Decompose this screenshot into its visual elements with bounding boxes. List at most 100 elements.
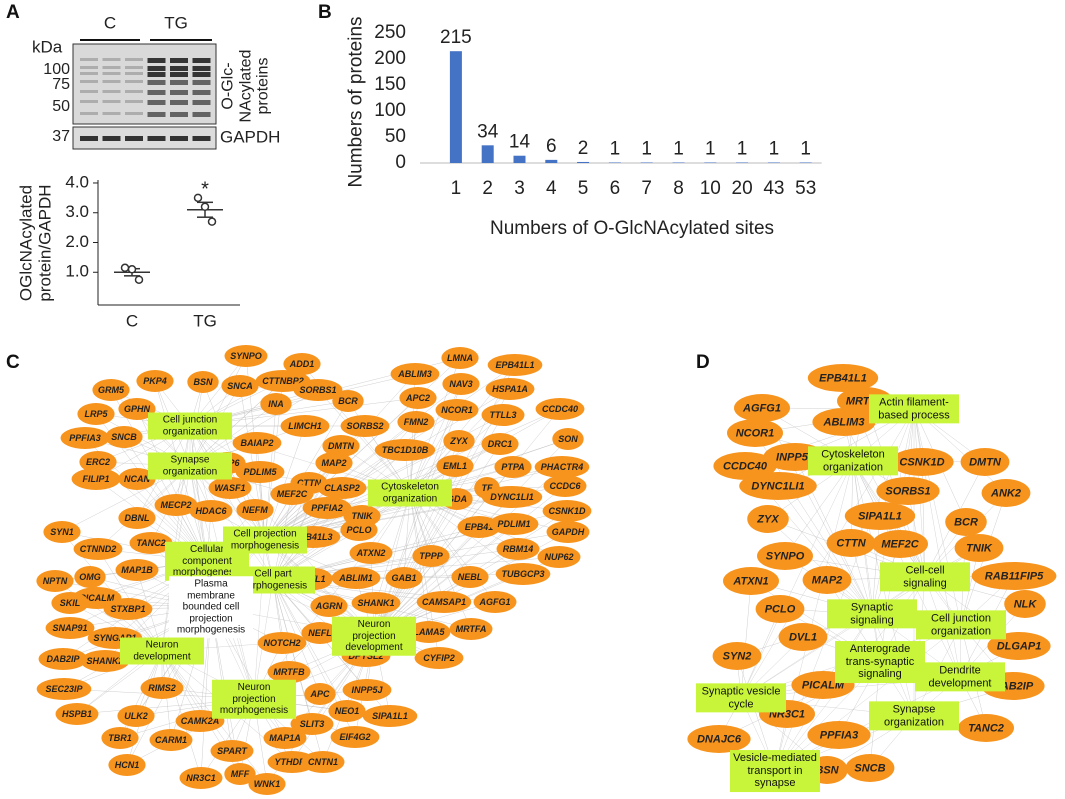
- network-node: [802, 566, 852, 594]
- network-node: [349, 542, 393, 564]
- network-node-label: AGFG1: [478, 597, 510, 607]
- data-label: 34: [477, 121, 499, 142]
- network-node: [712, 642, 762, 670]
- network-node: [105, 426, 143, 448]
- network-node: [103, 598, 153, 620]
- x-axis-label: Numbers of O-GlcNAcylated sites: [490, 218, 774, 239]
- data-label: 1: [705, 138, 716, 159]
- bar: [513, 155, 526, 163]
- network-node: [328, 700, 366, 722]
- blot-band: [192, 100, 211, 105]
- data-label: 2: [578, 138, 589, 159]
- network-node: [971, 562, 1057, 590]
- blot-band: [80, 90, 98, 93]
- network-edge: [852, 460, 881, 663]
- bar: [704, 162, 717, 163]
- marker-label: 100: [43, 61, 70, 78]
- network-node: [807, 721, 871, 749]
- network-node-label: PCLO: [765, 603, 796, 615]
- network-node-label: ZYX: [756, 513, 779, 525]
- blot-band: [147, 90, 166, 95]
- network-node-label: RBM14: [503, 544, 534, 554]
- network-node-label: CCDC40: [542, 404, 578, 414]
- bar: [799, 162, 812, 163]
- data-point: [193, 193, 203, 203]
- network-node: [981, 479, 1031, 507]
- blot-band: [125, 58, 143, 61]
- panel-label: C: [6, 352, 20, 373]
- network-node: [687, 725, 751, 753]
- network-node-label: SNCB: [854, 762, 885, 774]
- network-edge: [317, 389, 411, 494]
- network-node: [283, 353, 321, 375]
- network-node: [543, 475, 587, 497]
- network-node-label: GPHN: [124, 404, 151, 414]
- blot-band: [192, 112, 211, 117]
- network-edge: [740, 576, 926, 699]
- data-label: 1: [769, 138, 780, 159]
- network-node: [270, 483, 314, 505]
- network-node-label: MAP1A: [269, 733, 301, 743]
- network-node-label: DMTN: [969, 456, 1002, 468]
- network-node-label: DBNL: [125, 513, 150, 523]
- network-node: [481, 433, 519, 455]
- network-edge: [264, 425, 306, 541]
- blot-band: [125, 90, 143, 93]
- network-term: Cytoskeleton organization: [368, 479, 452, 507]
- network-node: [221, 375, 259, 397]
- network-node: [436, 455, 474, 477]
- network-node: [494, 456, 532, 478]
- blot-target-label: O-Glc-NAcylated proteins: [219, 49, 272, 123]
- network-node-label: GDA: [447, 494, 467, 504]
- x-tick-label: 53: [795, 178, 816, 199]
- network-node-label: HSPA1A: [492, 384, 528, 394]
- network-node: [224, 763, 256, 785]
- network-node: [154, 494, 198, 516]
- network-node-label: PPFIA3: [69, 433, 101, 443]
- marker-label: 37: [52, 128, 70, 145]
- network-term: Anterograde trans-synaptic signaling: [835, 641, 925, 683]
- blot-band: [147, 80, 166, 85]
- network-term: Actin filament-based process: [869, 394, 959, 424]
- data-point: [207, 217, 217, 226]
- blot-band: [170, 58, 188, 63]
- network-node: [74, 566, 106, 588]
- network-node: [747, 505, 789, 533]
- network-node-label: HCN1: [115, 760, 140, 770]
- network-node-label: TPPP: [419, 551, 444, 561]
- network-node-label: SYNGAP1: [93, 633, 136, 643]
- network-node: [473, 591, 517, 613]
- network-node-label: ADD1: [289, 359, 315, 369]
- y-tick-label: 200: [374, 48, 406, 69]
- blot-band: [170, 100, 188, 105]
- network-node-label: HSPB1: [62, 709, 92, 719]
- x-tick-label: 7: [641, 178, 652, 199]
- blot-band: [147, 58, 166, 63]
- blot-band: [192, 90, 211, 95]
- network-node-label: MRTFA: [456, 624, 487, 634]
- network-node-label: SORBS1: [299, 385, 336, 395]
- network-node: [412, 545, 450, 567]
- network-node: [390, 363, 440, 385]
- network-node-label: OMG: [79, 572, 101, 582]
- network-node-label: SEC23IP: [45, 684, 83, 694]
- network-node: [79, 451, 117, 473]
- network-node-label: LAMA5: [414, 627, 446, 637]
- network-node-label: NPTN: [43, 576, 68, 586]
- network-node: [38, 648, 88, 670]
- network-edge: [784, 460, 854, 557]
- network-term: Plasma membrane bounded cell projection …: [169, 576, 253, 638]
- network-node: [257, 632, 307, 654]
- network-edge: [740, 580, 752, 699]
- network-node: [414, 647, 464, 669]
- network-node: [267, 661, 311, 683]
- network-node-label: NCOR1: [441, 405, 473, 415]
- network-node: [43, 521, 81, 543]
- blot-band: [170, 80, 188, 85]
- network-node-label: SNAP91: [52, 623, 87, 633]
- blot-band: [147, 100, 166, 105]
- x-tick-label: C: [126, 311, 138, 330]
- network-node-label: TANC2: [968, 722, 1004, 734]
- network-node-label: INA: [268, 399, 284, 409]
- network-node: [301, 751, 345, 773]
